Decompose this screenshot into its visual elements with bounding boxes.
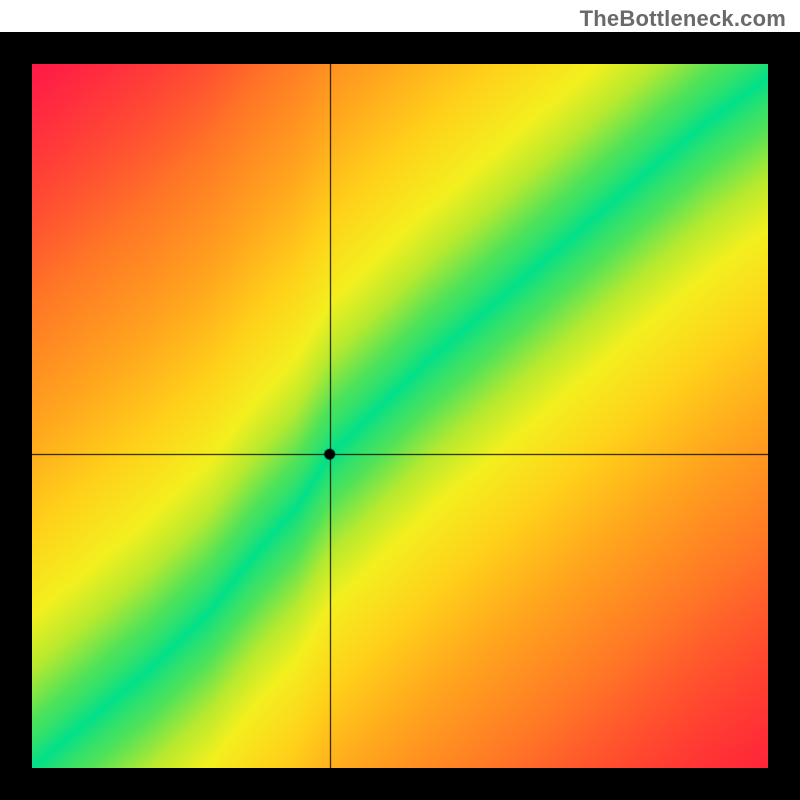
heatmap-plot (32, 64, 768, 768)
chart-frame (0, 32, 800, 800)
heatmap-canvas (32, 64, 768, 768)
watermark-text: TheBottleneck.com (580, 6, 786, 32)
